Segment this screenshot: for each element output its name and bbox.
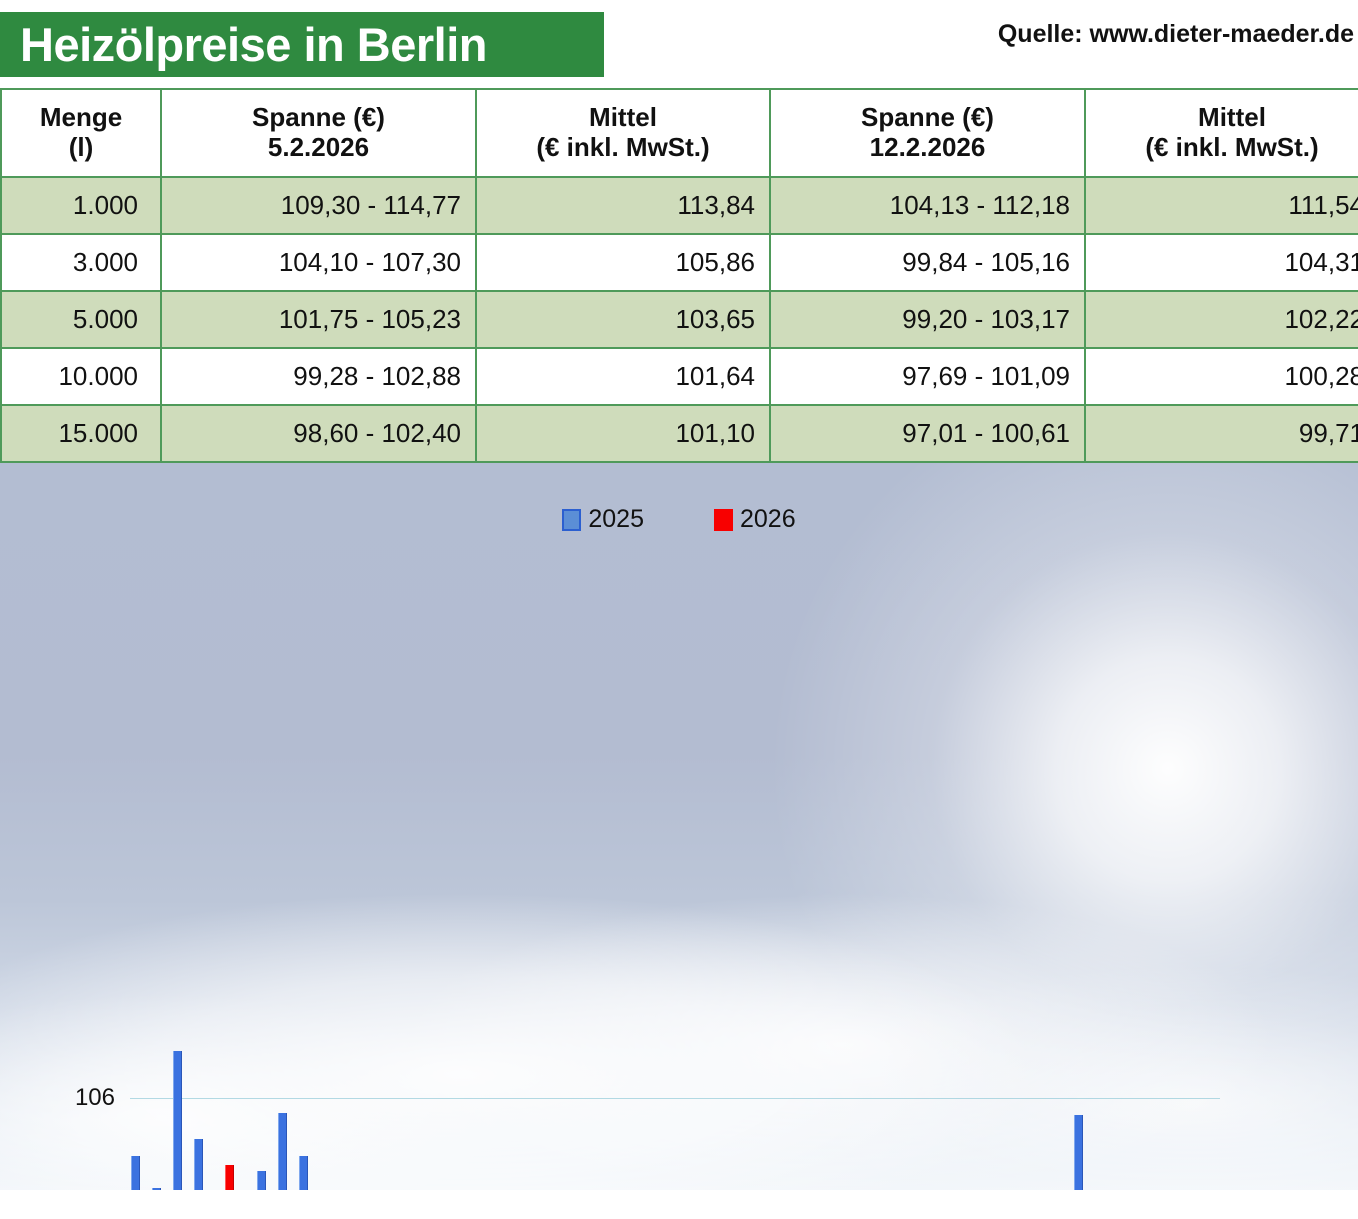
legend-item-2026: 2026 [714,505,796,534]
cell-mittel-1: 113,84 [475,176,771,235]
column-header-line1: Mittel [589,102,657,133]
cell-menge: 5.000 [0,290,162,349]
cell-spanne-2: 99,20 - 103,17 [769,290,1086,349]
cell-mittel-2: 100,28 [1084,347,1358,406]
column-header-line2: 12.2.2026 [869,132,986,162]
chart-bar-2026 [224,1165,234,1190]
cell-spanne-1: 99,28 - 102,88 [160,347,477,406]
table-row: 3.000 104,10 - 107,30 105,86 99,84 - 105,16… [0,233,1358,292]
column-header-line1: Spanne (€) [252,102,385,133]
cell-spanne-2: 97,01 - 100,61 [769,404,1086,463]
title-banner: Heizölpreise in Berlin [0,12,604,77]
column-header-line1: Spanne (€) [861,102,994,133]
legend-swatch-icon-2026 [714,508,733,531]
table-row: 10.000 99,28 - 102,88 101,64 97,69 - 101,09… [0,347,1358,406]
legend-label-2025: 2025 [588,505,644,533]
y-axis-tick-label: 106 [74,1084,115,1111]
cell-spanne-2: 104,13 - 112,18 [769,176,1086,235]
table-row: 5.000 101,75 - 105,23 103,65 99,20 - 103,17… [0,290,1358,349]
cell-menge: 10.000 [0,347,162,406]
chart-bar-2025 [1074,1115,1084,1190]
column-header-line1: Menge [39,102,123,133]
column-header-spanne-1: Spanne (€) 5.2.2026 [160,88,477,178]
column-header-line2: 5.2.2026 [267,132,370,162]
table-row: 1.000 109,30 - 114,77 113,84 104,13 - 112,1… [0,176,1358,235]
cell-spanne-1: 109,30 - 114,77 [160,176,477,235]
column-header-spanne-2: Spanne (€) 12.2.2026 [769,88,1086,178]
column-header-mittel-1: Mittel (€ inkl. MwSt.) [475,88,771,178]
table-row: 15.000 98,60 - 102,40 101,10 97,01 - 100,61… [0,404,1358,463]
cell-spanne-1: 98,60 - 102,40 [160,404,477,463]
chart-bar-2025 [131,1156,140,1190]
chart-bar-2025 [298,1156,308,1190]
chart-bar-2025 [256,1170,266,1190]
chart-bar-2025 [193,1138,203,1190]
cell-spanne-2: 99,84 - 105,16 [769,233,1086,292]
cell-spanne-1: 101,75 - 105,23 [160,290,477,349]
column-header-mittel-2: Mittel (€ inkl. MwSt.) [1084,88,1358,178]
chart-bar-2025 [172,1051,182,1190]
page-title: Heizölpreise in Berlin [20,18,487,71]
cell-mittel-1: 105,86 [475,233,771,292]
cell-mittel-2: 102,22 [1084,290,1358,349]
column-header-line2: (€ inkl. MwSt.) [1145,132,1319,162]
chart-bar-2025 [151,1188,161,1190]
cell-spanne-2: 97,69 - 101,09 [769,347,1086,406]
legend-label-2026: 2026 [740,505,796,533]
legend-item-2025: 2025 [562,505,644,534]
legend-swatch-icon-2025 [562,508,582,531]
cell-menge: 15.000 [0,404,162,463]
column-header-line2: (l) [68,132,94,162]
cell-menge: 3.000 [0,233,162,292]
cell-mittel-2: 111,54 [1084,176,1358,235]
gridline [130,1098,1220,1099]
chart-plot-area: 909498102106 1.4.7.10.13.16.19.22.25.28.… [75,1051,1220,1190]
cell-mittel-1: 101,10 [475,404,771,463]
price-table: Menge (l) Spanne (€) 5.2.2026 Mittel (€ … [0,88,1358,463]
header: Heizölpreise in Berlin Quelle: www.diete… [0,0,1358,88]
source-attribution: Quelle: www.dieter-maeder.de [997,20,1354,48]
table-header-row: Menge (l) Spanne (€) 5.2.2026 Mittel (€ … [0,88,1358,178]
cell-mittel-1: 101,64 [475,347,771,406]
price-history-chart: 2025 2026 909498102106 1.4.7.10.13.16.19… [0,463,1358,1190]
column-header-menge: Menge (l) [0,88,162,178]
cell-mittel-2: 99,71 [1084,404,1358,463]
column-header-line1: Mittel [1198,102,1266,133]
chart-bars [130,1051,1220,1190]
chart-bar-2025 [277,1112,287,1190]
column-header-line2: (€ inkl. MwSt.) [536,132,710,162]
cell-spanne-1: 104,10 - 107,30 [160,233,477,292]
cell-mittel-1: 103,65 [475,290,771,349]
chart-legend: 2025 2026 [0,505,1358,534]
cell-menge: 1.000 [0,176,162,235]
cell-mittel-2: 104,31 [1084,233,1358,292]
